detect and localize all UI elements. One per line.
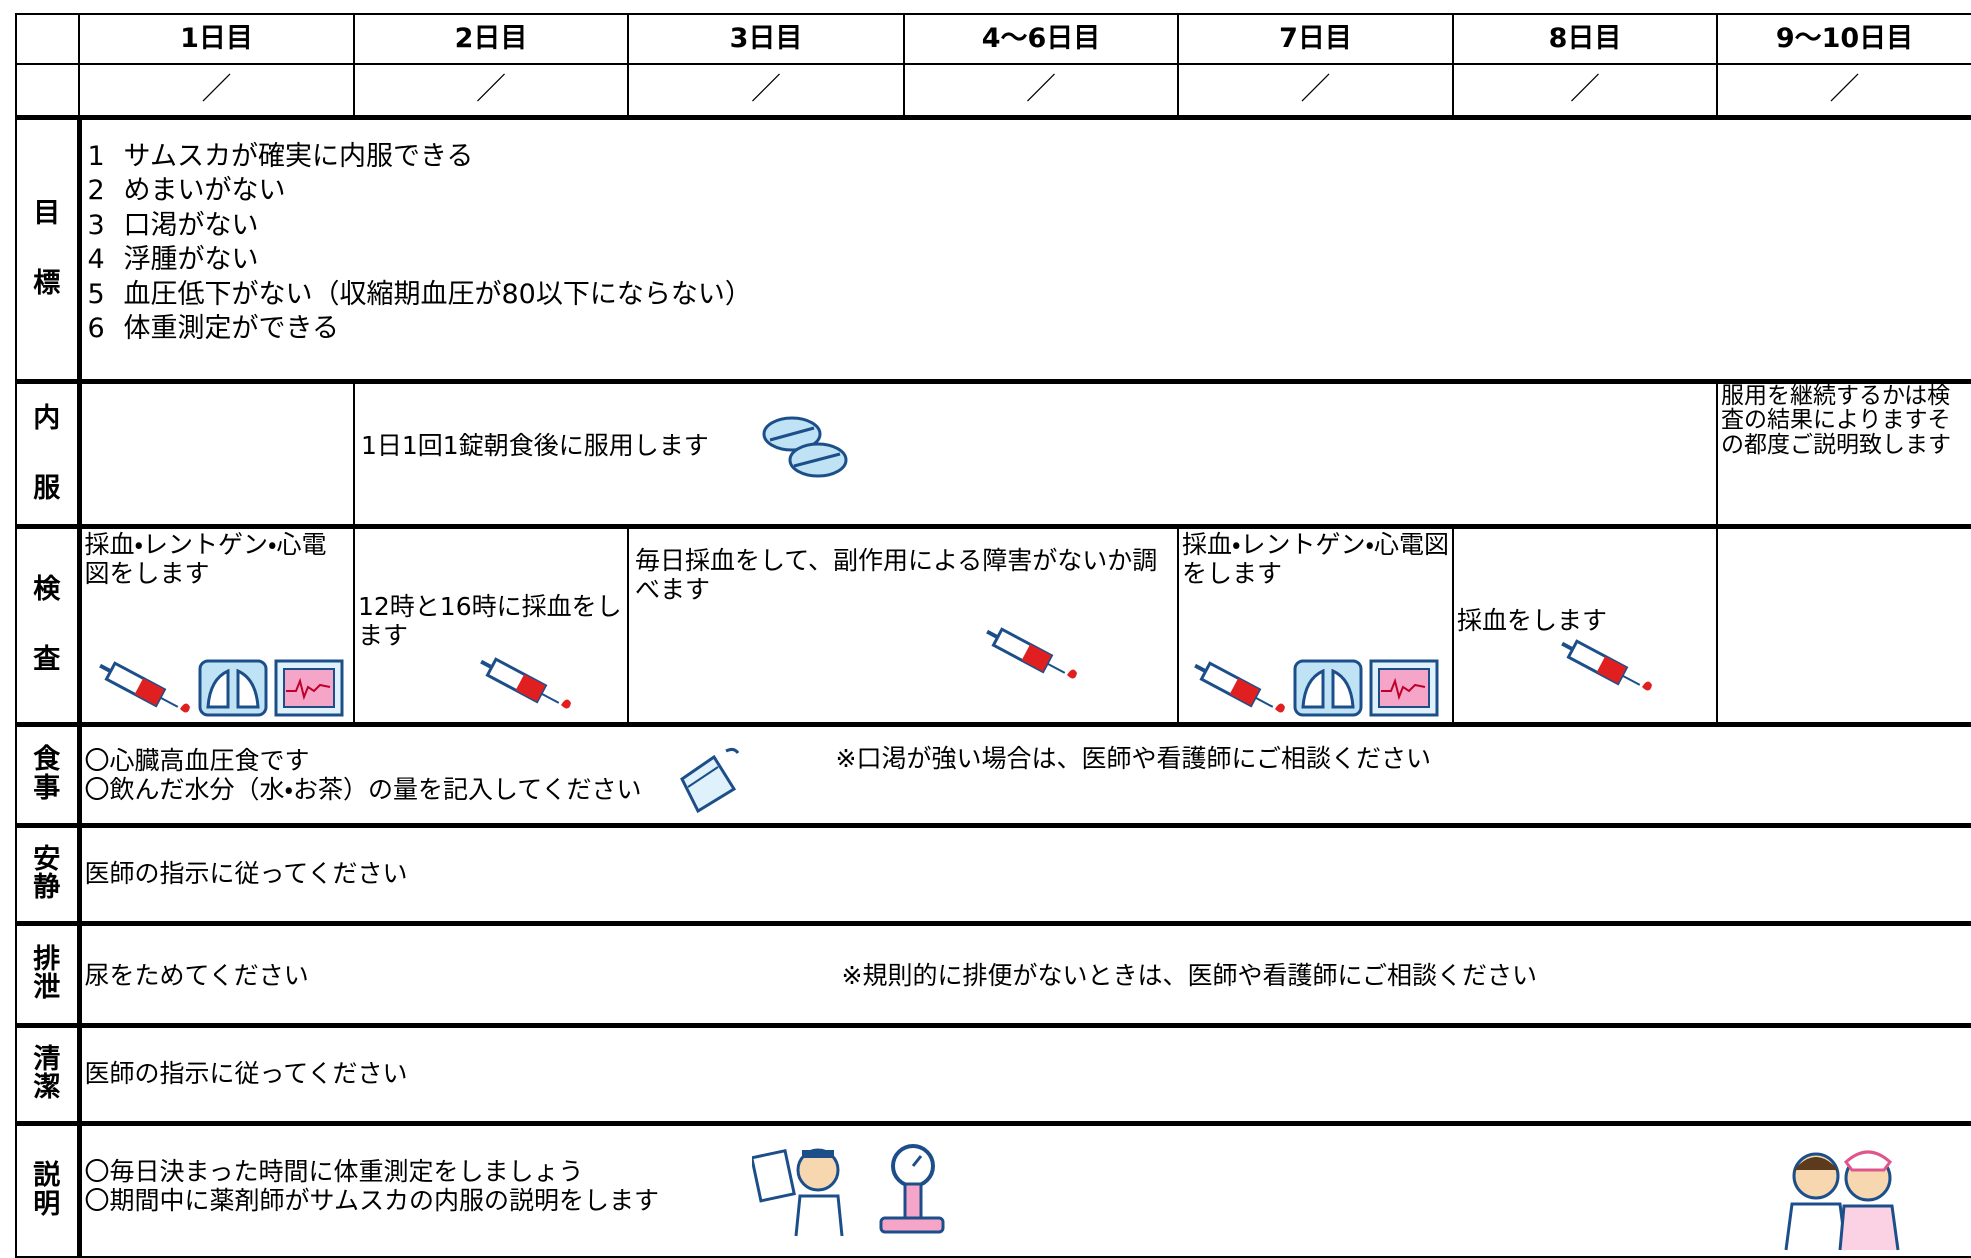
day: 2日目 [354,14,628,64]
row-label: 安静 [33,846,60,903]
staff-icon [1776,1140,1916,1252]
test-text: 採血をします [1457,607,1607,636]
row-label: 検査 [33,555,60,695]
pharmacist-icon [752,1140,852,1240]
diet-line: 〇飲んだ水分（水・お茶）の量を記入してください [85,776,642,805]
date-slash: ／ [354,64,628,117]
explanation-row: 説明 〇毎日決まった時間に体重測定をしましょう〇期間中に薬剤師がサムスカの内服の… [16,1123,1971,1257]
goal-text: 血圧低下がない（収縮期血圧が80以下にならない） [124,279,752,310]
ecg-icon [274,659,344,717]
date-slash: ／ [1178,64,1453,117]
row-label: 目標 [33,179,60,319]
tests-row: 検査 採血・レントゲン・心電図をします 12時と16時に採血をします 毎日採血を… [16,526,1971,724]
diet-note: ※口渇が強い場合は、医師や看護師にご相談ください [836,745,1431,774]
syringe-icon [92,661,192,717]
medication-text: 1日1回1錠朝食後に服用します [361,432,709,461]
date-slash: ／ [628,64,904,117]
pill-icon [760,410,850,488]
row-label: 食事 [33,746,60,803]
excretion-note: ※規則的に排便がないときは、医師や看護師にご相談ください [842,962,1537,991]
syringe-icon [1187,661,1287,717]
xray-icon [1293,659,1363,717]
test-text: 採血・レントゲン・心電図をします [85,531,352,589]
hygiene-text: 医師の指示に従ってください [79,1025,1971,1123]
goal-number: 1 [88,140,124,175]
goal-number: 3 [88,209,124,244]
row-label: 内服 [33,384,60,524]
syringe-icon [979,627,1079,683]
goal-text: 浮腫がない [124,244,259,275]
row-label: 排泄 [33,946,60,1003]
rest-text: 医師の指示に従ってください [79,825,1971,923]
cup-icon [674,745,744,815]
date-slash: ／ [79,64,354,117]
test-text: 12時と16時に採血をします [358,593,625,651]
rest-row: 安静 医師の指示に従ってください [16,825,1971,923]
scale-icon [877,1140,947,1240]
day: 8日目 [1453,14,1717,64]
explanation-line: 〇期間中に薬剤師がサムスカの内服の説明をします [85,1187,660,1216]
goal-number: 5 [88,278,124,313]
goal-text: めまいがない [124,175,286,206]
pathway-table: 1日目 2日目 3日目 4〜6日目 7日目 8日目 9〜10日目 ／ ／ ／ ／… [15,13,1971,1258]
goal-number: 2 [88,174,124,209]
row-label: 清潔 [33,1046,60,1103]
goal-text: 体重測定ができる [124,313,339,344]
day-header-row: 1日目 2日目 3日目 4〜6日目 7日目 8日目 9〜10日目 [16,14,1971,64]
goal-number: 6 [88,312,124,347]
diet-line: 〇心臓高血圧食です [85,747,642,776]
ecg-icon [1369,659,1439,717]
day: 9〜10日目 [1717,14,1971,64]
row-label: 説明 [33,1162,60,1219]
day: 4〜6日目 [904,14,1178,64]
date-slash: ／ [904,64,1178,117]
explanation-line: 〇毎日決まった時間に体重測定をしましょう [85,1158,660,1187]
date-slash: ／ [1717,64,1971,117]
excretion-row: 排泄 尿をためてください ※規則的に排便がないときは、医師や看護師にご相談くださ… [16,923,1971,1025]
explanation-lines: 〇毎日決まった時間に体重測定をしましょう〇期間中に薬剤師がサムスカの内服の説明を… [85,1158,660,1216]
syringe-icon [1554,639,1654,695]
medication-note: 服用を継続するかは検査の結果によりますその都度ご説明致します [1717,381,1971,526]
xray-icon [198,659,268,717]
hygiene-row: 清潔 医師の指示に従ってください [16,1025,1971,1123]
date-slash: ／ [1453,64,1717,117]
diet-row: 食事 〇心臓高血圧食です〇飲んだ水分（水・お茶）の量を記入してください ※口渇が… [16,724,1971,825]
day: 7日目 [1178,14,1453,64]
medication-row: 内服 1日1回1錠朝食後に服用します 服用を継続するかは検査の結果によりますその… [16,381,1971,526]
syringe-icon [473,657,573,713]
goal-number: 4 [88,243,124,278]
goal-text: 口渇がない [124,210,259,241]
page: 1日目 2日目 3日目 4〜6日目 7日目 8日目 9〜10日目 ／ ／ ／ ／… [0,0,1971,1229]
test-text: 毎日採血をして、副作用による障害がないか調べます [635,547,1167,605]
test-text: 採血・レントゲン・心電図をします [1182,531,1450,589]
goal-text: サムスカが確実に内服できる [124,141,474,172]
day: 1日目 [79,14,354,64]
diet-lines: 〇心臓高血圧食です〇飲んだ水分（水・お茶）の量を記入してください [85,747,642,805]
excretion-text: 尿をためてください [85,962,309,991]
date-row: ／ ／ ／ ／ ／ ／ ／ [16,64,1971,117]
day: 3日目 [628,14,904,64]
